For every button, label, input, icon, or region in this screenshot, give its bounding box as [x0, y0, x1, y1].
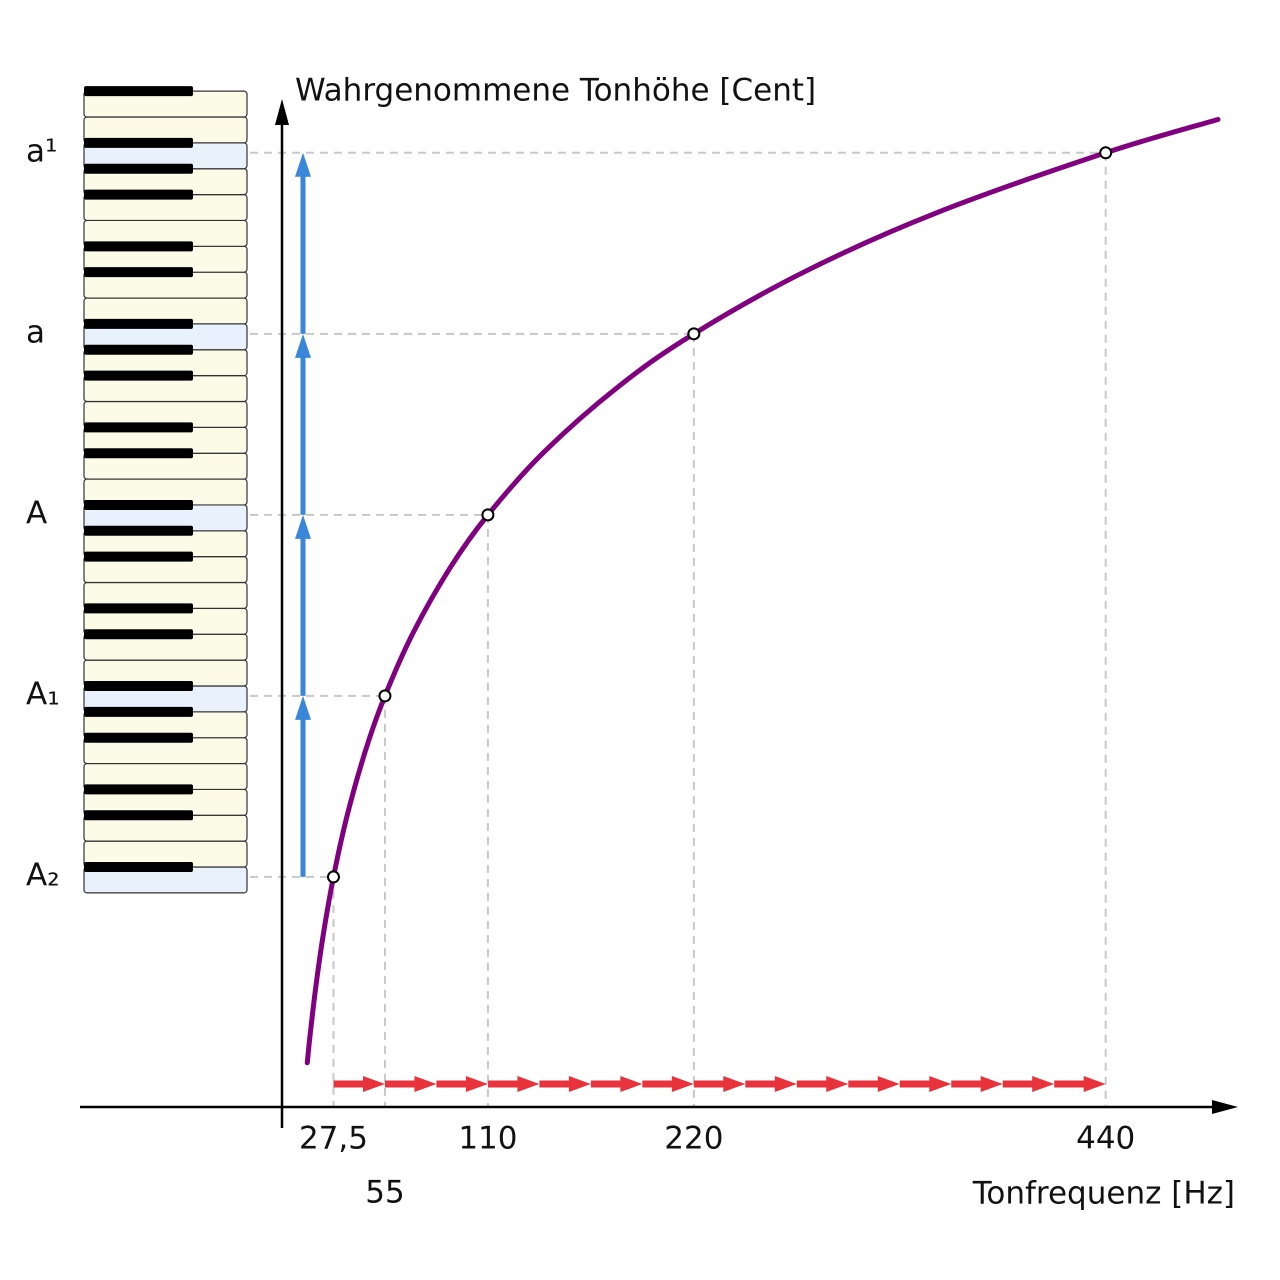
point [481, 508, 495, 522]
black-key [84, 862, 193, 873]
black-key [84, 344, 193, 355]
black-key [84, 267, 193, 278]
point [1099, 146, 1113, 160]
y-axis-arrow [275, 99, 289, 125]
x-tick-label: 110 [458, 1121, 517, 1157]
point [687, 327, 701, 341]
black-key [84, 189, 193, 200]
y-tick-label: a [26, 314, 45, 350]
frequency-arrow-head [362, 1076, 385, 1092]
black-key [84, 163, 193, 174]
point [378, 689, 392, 703]
frequency-arrow-head [1032, 1076, 1055, 1092]
x-tick-label: 27,5 [299, 1121, 368, 1157]
black-key [84, 499, 193, 510]
black-key [84, 86, 193, 97]
black-key [84, 422, 193, 433]
frequency-arrow-head [465, 1076, 488, 1092]
frequency-arrow-head [877, 1076, 900, 1092]
black-key [84, 810, 193, 821]
black-key [84, 370, 193, 381]
black-key [84, 241, 193, 252]
black-key [84, 732, 193, 743]
frequency-arrow-head [774, 1076, 797, 1092]
frequency-arrow-head [980, 1076, 1003, 1092]
y-tick-label: A₁ [26, 676, 60, 712]
x-tick-label: 55 [365, 1175, 404, 1211]
black-key [84, 318, 193, 329]
guides [250, 151, 1107, 1107]
black-key [84, 137, 193, 148]
octave-arrow-head [295, 514, 311, 539]
octave-arrow-head [295, 695, 311, 720]
black-key [84, 706, 193, 717]
y-tick-label: a¹ [26, 133, 57, 169]
frequency-arrow-head [723, 1076, 746, 1092]
piano-keyboard [83, 86, 248, 894]
frequency-arrow-head [671, 1076, 694, 1092]
y-axis-title: Wahrgenommene Tonhöhe [Cent] [295, 73, 816, 109]
black-key [84, 629, 193, 640]
frequency-arrow-head [929, 1076, 952, 1092]
frequency-arrow-head [620, 1076, 643, 1092]
plot [295, 116, 1221, 1092]
octave-arrow-head [295, 152, 311, 177]
point [326, 870, 340, 884]
x-axis-title: Tonfrequenz [Hz] [972, 1176, 1235, 1212]
x-tick-label: 440 [1076, 1121, 1135, 1157]
black-key [84, 551, 193, 562]
frequency-arrow-head [517, 1076, 540, 1092]
black-key [84, 680, 193, 691]
black-key [84, 784, 193, 795]
frequency-arrow-head [826, 1076, 849, 1092]
frequency-arrow-head [568, 1076, 591, 1092]
y-tick-label: A [26, 495, 47, 531]
y-tick-label: A₂ [26, 857, 60, 893]
frequency-arrow-head [1083, 1076, 1106, 1092]
axes [80, 99, 1238, 1128]
black-key [84, 603, 193, 614]
octave-arrow-head [295, 333, 311, 358]
x-tick-label: 220 [664, 1121, 723, 1157]
frequency-arrow-head [414, 1076, 437, 1092]
x-axis-arrow [1212, 1100, 1238, 1114]
black-key [84, 448, 193, 459]
curve [304, 116, 1221, 1066]
black-key [84, 525, 193, 536]
